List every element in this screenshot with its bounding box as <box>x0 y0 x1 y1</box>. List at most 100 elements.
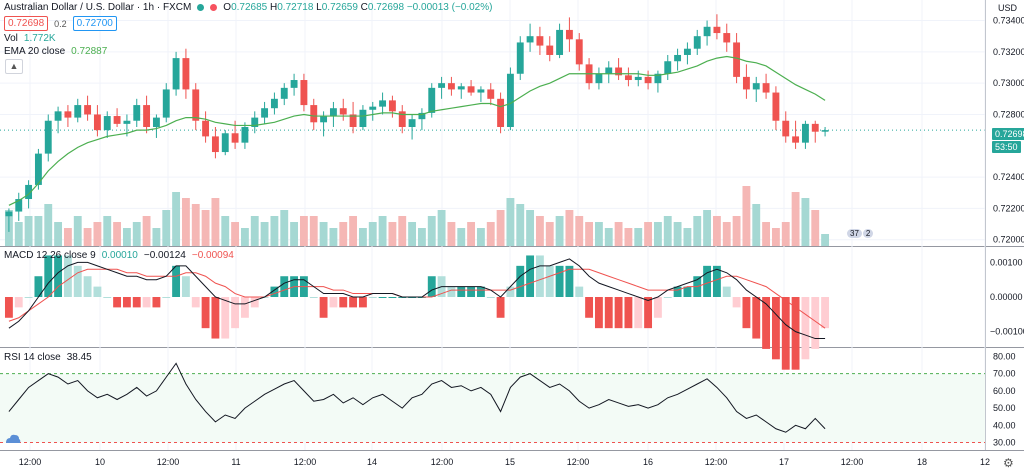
economic-events-badge[interactable]: 37 <box>847 229 862 238</box>
symbol-legend: Australian Dollar / U.S. Dollar · 1h · F… <box>4 2 492 13</box>
volume-bar <box>44 204 53 246</box>
news-badge[interactable]: 2 <box>862 229 874 238</box>
candle-body <box>369 106 377 110</box>
macd-histogram-bar <box>771 297 780 360</box>
candle-body <box>772 92 780 121</box>
candle-body <box>595 73 603 84</box>
macd-signal-value: −0.00094 <box>191 250 234 261</box>
macd-histogram-bar <box>467 286 476 297</box>
tradingview-logo-icon[interactable] <box>4 432 22 446</box>
settings-gear-icon[interactable]: ⚙ <box>1003 456 1014 470</box>
rsi-pane <box>0 362 985 444</box>
volume-bar <box>221 216 230 246</box>
candle-body <box>172 58 180 90</box>
candle-body <box>74 105 82 118</box>
countdown-tag: 53:50 <box>992 141 1021 153</box>
candle-body <box>418 112 426 120</box>
candle-body <box>575 39 583 65</box>
macd-histogram-bar <box>201 297 210 329</box>
rsi-band <box>0 373 985 443</box>
volume-bar <box>565 210 574 246</box>
rsi-tick-label: 70.00 <box>993 369 1016 379</box>
ema-legend[interactable]: EMA 20 close 0.72887 <box>4 46 107 57</box>
macd-histogram-bar <box>506 286 515 297</box>
macd-histogram-bar <box>585 297 594 318</box>
currency-label[interactable]: USD <box>998 3 1018 13</box>
volume-legend[interactable]: Vol 1.772K <box>4 33 56 44</box>
volume-bar <box>34 216 43 246</box>
rsi-tick-label: 30.00 <box>993 438 1016 448</box>
volume-bar <box>211 198 220 246</box>
volume-bar <box>152 228 161 246</box>
macd-histogram-bar <box>535 255 544 297</box>
candle-body <box>64 111 72 118</box>
candle-body <box>359 109 367 127</box>
rsi-value: 38.45 <box>66 352 92 363</box>
events-badges[interactable]: 37 2 <box>847 229 874 238</box>
ema-value: 0.72887 <box>71 46 108 57</box>
candle-body <box>93 114 101 131</box>
macd-histogram-bar <box>683 286 692 297</box>
macd-line-value: −0.00124 <box>143 250 186 261</box>
candle-body <box>5 211 13 217</box>
rsi-label: RSI 14 close <box>4 352 61 363</box>
candle-body <box>693 36 701 49</box>
symbol-title[interactable]: Australian Dollar / U.S. Dollar · 1h · F… <box>4 2 192 13</box>
spread-value: 0.2 <box>54 18 67 29</box>
time-tick-label: 12:00 <box>841 457 864 467</box>
sell-button[interactable]: 0.72698 <box>4 16 49 31</box>
volume-bar <box>545 222 554 246</box>
volume-bar <box>604 228 613 246</box>
macd-histogram-bar <box>594 297 603 329</box>
volume-bar <box>722 222 731 246</box>
candle-body <box>270 98 278 109</box>
macd-histogram-bar <box>122 297 131 308</box>
volume-bar <box>516 204 525 246</box>
macd-histogram-bar <box>673 286 682 297</box>
macd-histogram-bar <box>221 297 230 339</box>
candle-body <box>762 83 770 93</box>
candle-body <box>123 120 131 124</box>
macd-legend[interactable]: MACD 12 26 close 9 0.00010 −0.00124 −0.0… <box>4 250 234 261</box>
volume-label: Vol <box>4 33 18 44</box>
candle-body <box>615 67 623 76</box>
macd-histogram-bar <box>545 265 554 297</box>
time-tick-label: 15 <box>505 457 515 467</box>
macd-histogram-bar <box>791 297 800 370</box>
macd-histogram-bar <box>604 297 613 329</box>
candle-body <box>467 86 475 93</box>
candle-body <box>506 73 514 127</box>
candle-body <box>231 133 239 143</box>
volume-bar <box>811 210 820 246</box>
volume-bar <box>339 222 348 246</box>
volume-bar <box>83 228 92 246</box>
macd-histogram-bar <box>555 265 564 297</box>
candle-body <box>113 116 121 124</box>
volume-bar <box>575 216 584 246</box>
macd-tick-label: −0.00100 <box>990 327 1024 337</box>
candle-body <box>487 89 495 99</box>
volume-bar <box>555 216 564 246</box>
volume-bar <box>24 216 33 246</box>
volume-bar <box>644 222 653 246</box>
rsi-legend[interactable]: RSI 14 close 38.45 <box>4 352 92 363</box>
macd-histogram-bar <box>63 255 72 297</box>
volume-bar <box>349 216 358 246</box>
volume-bar <box>585 222 594 246</box>
collapse-legend-button[interactable]: ▲ <box>5 59 23 74</box>
time-tick-label: 12 <box>980 457 990 467</box>
time-tick-label: 11 <box>231 457 240 467</box>
macd-histogram-bar <box>368 297 377 298</box>
candle-body <box>516 42 524 74</box>
macd-histogram-bar <box>270 286 279 297</box>
buy-button[interactable]: 0.72700 <box>72 16 117 31</box>
candle-body <box>556 29 564 55</box>
macd-histogram-bar <box>280 276 289 297</box>
volume-bar <box>319 222 328 246</box>
time-tick-label: 10 <box>95 457 105 467</box>
macd-histogram-bar <box>486 297 495 298</box>
candle-body <box>25 184 33 200</box>
macd-histogram-bar <box>781 297 790 370</box>
candle-body <box>782 120 790 137</box>
